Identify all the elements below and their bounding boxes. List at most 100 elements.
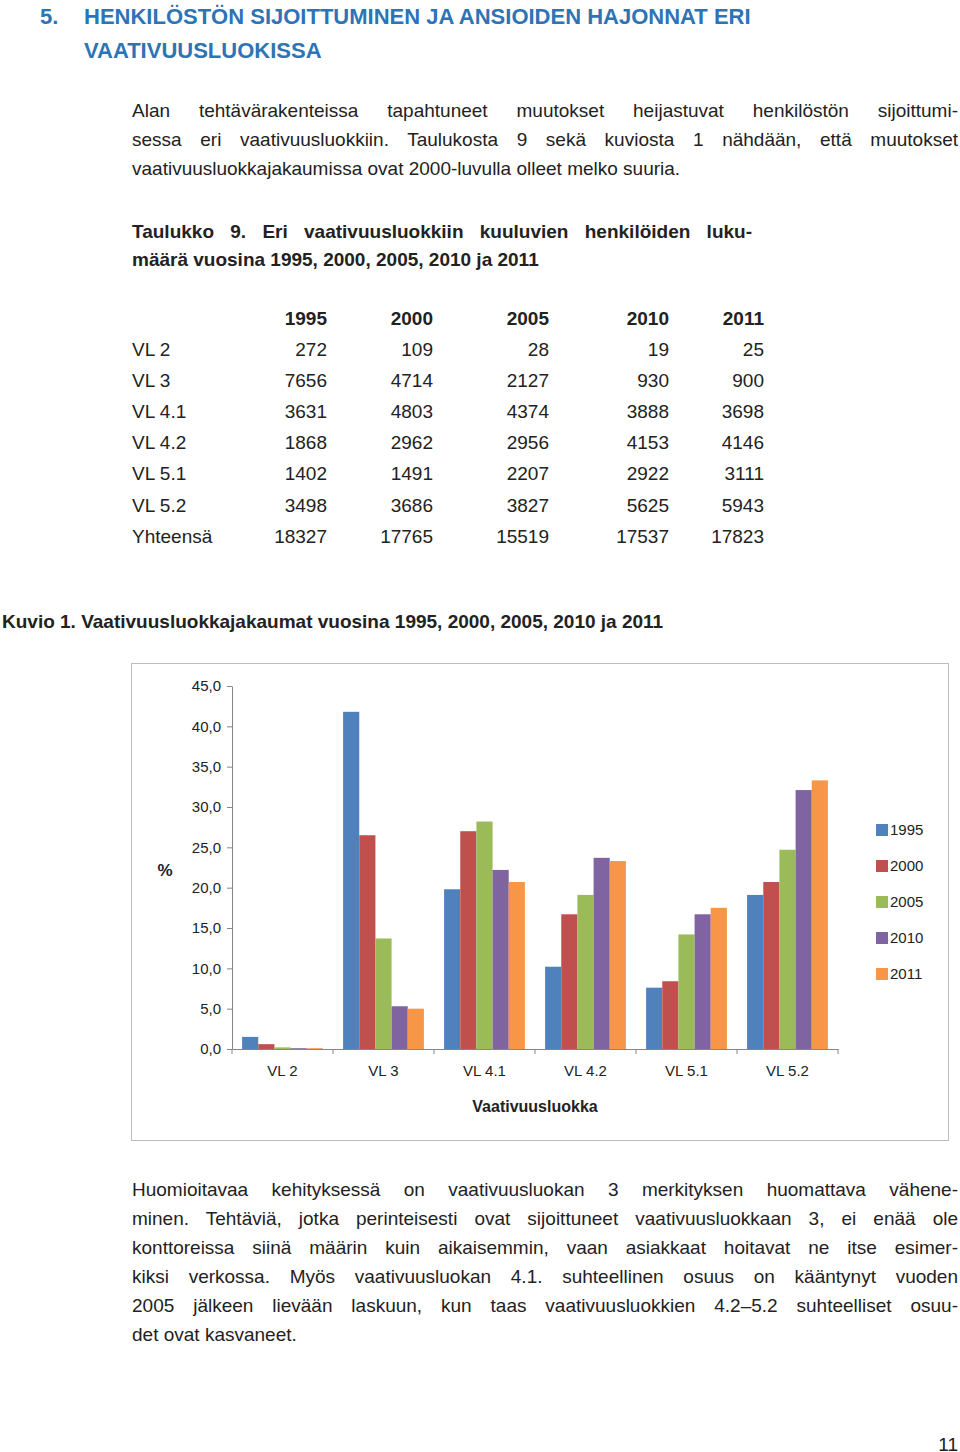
bar — [274, 1047, 290, 1049]
table-cell: 2956 — [449, 429, 549, 456]
bar — [359, 835, 375, 1049]
table-header: 2010 — [569, 305, 669, 332]
table-cell: 17765 — [333, 523, 433, 550]
table-cell: 109 — [333, 336, 433, 363]
x-separators — [232, 1049, 838, 1054]
y-tick-label: 10,0 — [192, 960, 221, 977]
bar — [509, 882, 525, 1049]
x-tick: VL 4.1 — [463, 1049, 506, 1079]
table-row-label: VL 2 — [132, 336, 170, 363]
chart: 0,05,010,015,020,025,030,035,040,045,0VL… — [0, 0, 960, 1452]
y-tick-mark — [227, 847, 232, 848]
bar — [291, 1048, 307, 1049]
x-axis: VL 2VL 3VL 4.1VL 4.2VL 5.1VL 5.2 — [233, 1049, 839, 1079]
paragraph-line: sessa eri vaativuusluokkiin. Taulukosta … — [132, 126, 958, 153]
paragraph-line: minen. Tehtäviä, jotka perinteisesti ova… — [132, 1205, 958, 1232]
table-cell: 18327 — [227, 523, 327, 550]
table-cell: 25 — [664, 336, 764, 363]
table-cell: 17537 — [569, 523, 669, 550]
y-tick-label: 5,0 — [200, 1000, 221, 1017]
bar — [695, 914, 711, 1049]
legend-swatch — [876, 824, 888, 836]
bar — [646, 988, 662, 1049]
x-separator — [535, 1049, 536, 1054]
y-tick-label: 15,0 — [192, 919, 221, 936]
table-cell: 3827 — [449, 492, 549, 519]
legend-label: 2005 — [890, 893, 923, 910]
bar-series — [242, 712, 763, 1049]
legend-swatch — [876, 968, 888, 980]
x-tick: VL 4.2 — [564, 1049, 607, 1079]
y-tick-mark — [227, 686, 232, 687]
table-cell: 3698 — [664, 398, 764, 425]
bar — [493, 870, 509, 1049]
table-cell: 3686 — [333, 492, 433, 519]
bar-series — [274, 822, 795, 1049]
bar — [392, 1006, 408, 1049]
legend-label: 2000 — [890, 857, 923, 874]
y-tick-mark — [227, 726, 232, 727]
table-row-label: VL 4.1 — [132, 398, 186, 425]
table-cell: 1868 — [227, 429, 327, 456]
bar — [763, 882, 779, 1049]
bar — [343, 712, 359, 1049]
table-header: 2005 — [449, 305, 549, 332]
y-tick: 15,0 — [192, 919, 232, 936]
bar — [258, 1044, 274, 1049]
bars — [242, 712, 828, 1049]
page-number: 11 — [898, 1431, 958, 1452]
table-cell: 4374 — [449, 398, 549, 425]
x-tick-label: VL 4.2 — [564, 1062, 607, 1079]
y-tick: 5,0 — [200, 1000, 232, 1017]
paragraph-line: vaativuusluokkajakaumissa ovat 2000-luvu… — [132, 155, 958, 182]
legend-item: 1995 — [876, 821, 923, 838]
table-cell: 5943 — [664, 492, 764, 519]
y-tick-mark — [227, 767, 232, 768]
x-tick: VL 5.1 — [665, 1049, 708, 1079]
y-tick-mark — [227, 1049, 232, 1050]
legend-label: 1995 — [890, 821, 923, 838]
table-cell: 7656 — [227, 367, 327, 394]
bar — [662, 981, 678, 1049]
table-row-label: VL 5.2 — [132, 492, 186, 519]
legend: 1995 2000 2005 2010 2011 — [876, 821, 923, 982]
bar — [594, 858, 610, 1049]
y-tick-label: 25,0 — [192, 839, 221, 856]
bar-series — [291, 790, 812, 1049]
table-row-label: VL 4.2 — [132, 429, 186, 456]
legend-item: 2011 — [876, 965, 922, 982]
paragraph-line: Alan tehtävärakenteissa tapahtuneet muut… — [132, 97, 958, 124]
table-cell: 272 — [227, 336, 327, 363]
y-tick: 35,0 — [192, 758, 232, 775]
x-tick-label: VL 2 — [267, 1062, 297, 1079]
table-cell: 2127 — [449, 367, 549, 394]
y-axis-line — [232, 687, 233, 1050]
x-separator — [636, 1049, 637, 1054]
table-cell: 5625 — [569, 492, 669, 519]
table-cell: 3631 — [227, 398, 327, 425]
y-tick: 45,0 — [192, 677, 232, 694]
legend-swatch — [876, 932, 888, 944]
table-cell: 4153 — [569, 429, 669, 456]
legend-label: 2011 — [890, 965, 922, 982]
chart-frame — [132, 664, 949, 1141]
y-tick-label: 30,0 — [192, 798, 221, 815]
x-separator — [737, 1049, 738, 1054]
y-tick-mark — [227, 1009, 232, 1010]
x-tick: VL 2 — [267, 1049, 297, 1079]
table-cell: 3888 — [569, 398, 669, 425]
y-tick-label: 35,0 — [192, 758, 221, 775]
bar — [779, 850, 795, 1049]
bar — [796, 790, 812, 1049]
heading-number: 5. — [40, 1, 58, 32]
table-cell: 17823 — [664, 523, 764, 550]
x-tick-label: VL 4.1 — [463, 1062, 506, 1079]
y-tick-label: 45,0 — [192, 677, 221, 694]
y-tick-label: 0,0 — [200, 1040, 221, 1057]
legend-item: 2000 — [876, 857, 923, 874]
bar — [747, 895, 763, 1049]
legend-item: 2010 — [876, 929, 923, 946]
y-tick-mark — [227, 968, 232, 969]
x-tick-label: VL 3 — [368, 1062, 398, 1079]
y-tick: 40,0 — [192, 718, 232, 735]
